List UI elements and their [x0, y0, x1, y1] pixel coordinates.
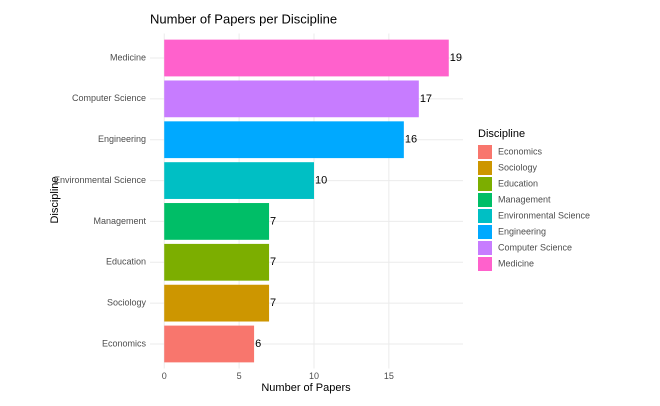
- value-label: 16: [405, 134, 417, 146]
- legend-label: Medicine: [498, 258, 534, 268]
- legend-label: Education: [498, 178, 538, 188]
- legend-swatch: [478, 177, 492, 191]
- legend-label: Sociology: [498, 162, 538, 172]
- x-tick-label: 10: [309, 371, 319, 381]
- bar: [164, 325, 255, 363]
- bar: [164, 121, 404, 159]
- legend-swatch: [478, 145, 492, 159]
- value-label: 17: [420, 93, 432, 105]
- bar: [164, 284, 270, 322]
- legend-swatch: [478, 241, 492, 255]
- y-tick-label: Environmental Science: [54, 175, 146, 185]
- y-tick-label: Computer Science: [72, 93, 146, 103]
- value-label: 19: [450, 52, 462, 64]
- chart-title: Number of Papers per Discipline: [150, 11, 337, 26]
- x-tick-label: 15: [384, 371, 394, 381]
- y-tick-label: Education: [106, 257, 146, 267]
- legend-label: Environmental Science: [498, 210, 590, 220]
- legend-swatch: [478, 161, 492, 175]
- legend-label: Management: [498, 194, 551, 204]
- legend-swatch: [478, 225, 492, 239]
- value-label: 10: [315, 174, 327, 186]
- y-tick-label: Engineering: [98, 134, 146, 144]
- y-tick-label: Economics: [102, 338, 147, 348]
- bar: [164, 162, 314, 199]
- y-tick-label: Medicine: [110, 52, 146, 62]
- legend-swatch: [478, 193, 492, 207]
- legend-label: Computer Science: [498, 242, 572, 252]
- y-tick-label: Management: [93, 216, 146, 226]
- value-label: 7: [270, 256, 276, 268]
- value-label: 7: [270, 297, 276, 309]
- legend-label: Engineering: [498, 226, 546, 236]
- bar: [164, 243, 270, 281]
- bar: [164, 39, 449, 77]
- legend-title: Discipline: [478, 128, 525, 140]
- y-axis-title: Discipline: [49, 176, 61, 223]
- bar: [164, 203, 270, 240]
- legend-swatch: [478, 209, 492, 223]
- y-tick-label: Sociology: [107, 298, 147, 308]
- value-label: 7: [270, 215, 276, 227]
- x-tick-label: 0: [162, 371, 167, 381]
- bar: [164, 80, 419, 118]
- value-label: 6: [255, 338, 261, 350]
- x-tick-label: 5: [237, 371, 242, 381]
- x-axis-title: Number of Papers: [261, 382, 351, 394]
- legend-swatch: [478, 257, 492, 271]
- legend-label: Economics: [498, 146, 543, 156]
